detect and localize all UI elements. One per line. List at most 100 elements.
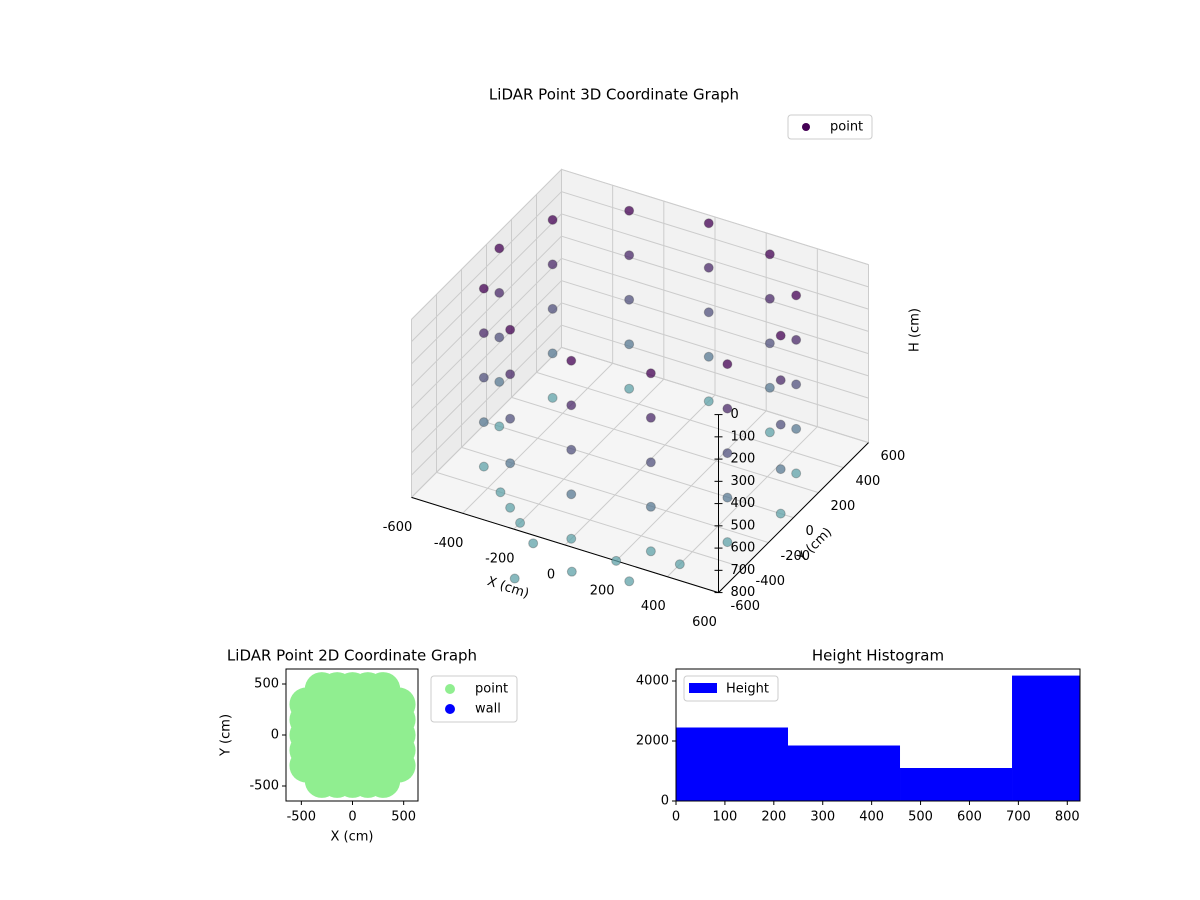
- point: [566, 400, 577, 411]
- x-tick-label: 700: [1006, 810, 1031, 825]
- point: [645, 501, 656, 512]
- y-tick-label: -200: [781, 549, 811, 564]
- x-axis-label: X (cm): [331, 830, 374, 845]
- point: [566, 533, 577, 544]
- point: [645, 546, 656, 557]
- point: [722, 403, 733, 414]
- y-tick-label: 0: [806, 524, 814, 539]
- y-tick-label: 2000: [636, 734, 669, 749]
- point: [478, 328, 489, 339]
- legend-label: point: [475, 682, 508, 697]
- z-tick-label: 0: [731, 407, 739, 422]
- grid-line: [411, 346, 869, 498]
- legend-marker: [802, 123, 810, 131]
- x-tick-label: -500: [287, 810, 317, 825]
- point: [703, 307, 714, 318]
- point: [495, 487, 506, 498]
- z-tick-label: 400: [731, 496, 756, 511]
- y-tick-label: 4000: [636, 674, 669, 689]
- point: [566, 489, 577, 500]
- grid-line: [411, 257, 869, 409]
- point: [547, 214, 558, 225]
- point: [645, 412, 656, 423]
- point: [515, 517, 526, 528]
- legend-box: [683, 675, 779, 702]
- point: [645, 457, 656, 468]
- point: [611, 555, 622, 566]
- chart-title: Height Histogram: [812, 647, 944, 665]
- point: [624, 250, 635, 261]
- point: [381, 687, 416, 722]
- point: [547, 348, 558, 359]
- axis-line: [411, 496, 719, 594]
- x-tick-label: 600: [957, 810, 982, 825]
- point: [791, 423, 802, 434]
- bar: [788, 745, 901, 801]
- point: [674, 559, 685, 570]
- point: [775, 330, 786, 341]
- point: [505, 413, 516, 424]
- x-tick-label: -400: [434, 536, 464, 551]
- y-tick-label: -400: [756, 574, 786, 589]
- z-tick-label: 700: [731, 563, 756, 578]
- legend-box: [787, 114, 873, 140]
- point: [764, 338, 775, 349]
- legend-box: [430, 675, 518, 723]
- point: [494, 243, 505, 254]
- x-tick-label: 0: [672, 810, 680, 825]
- plot-area: [676, 675, 1080, 801]
- point: [624, 339, 635, 350]
- y-tick-label: -500: [249, 779, 279, 794]
- point: [494, 287, 505, 298]
- point: [764, 293, 775, 304]
- x-tick-label: 400: [641, 599, 666, 614]
- legend-label: Height: [726, 682, 769, 697]
- point: [494, 332, 505, 343]
- point: [547, 259, 558, 270]
- point: [722, 359, 733, 370]
- point: [722, 448, 733, 459]
- grid-line: [411, 302, 869, 454]
- x-tick-label: -200: [485, 552, 515, 567]
- x-tick-label: 0: [547, 568, 555, 583]
- point: [505, 324, 516, 335]
- point: [624, 205, 635, 216]
- plot-area: [289, 672, 416, 798]
- point: [775, 375, 786, 386]
- z-axis-label: H (cm): [908, 308, 923, 352]
- x-tick-label: 600: [692, 615, 717, 630]
- y-tick-label: -600: [731, 599, 761, 614]
- point: [566, 566, 577, 577]
- point: [624, 294, 635, 305]
- x-tick-label: 400: [859, 810, 884, 825]
- point: [722, 492, 733, 503]
- z-tick-label: 500: [731, 518, 756, 533]
- y-tick-label: 0: [271, 728, 279, 743]
- y-tick-label: 0: [661, 794, 669, 809]
- point: [624, 576, 635, 587]
- x-tick-label: 0: [348, 810, 356, 825]
- point: [791, 334, 802, 345]
- legend-marker: [445, 684, 455, 694]
- point: [566, 444, 577, 455]
- point: [791, 290, 802, 301]
- point: [791, 379, 802, 390]
- point: [791, 468, 802, 479]
- legend-label: wall: [475, 702, 501, 717]
- bar: [1012, 675, 1080, 801]
- x-tick-label: 100: [712, 810, 737, 825]
- grid-line: [411, 168, 869, 320]
- point: [494, 376, 505, 387]
- legend-marker: [445, 704, 455, 714]
- x-tick-label: 800: [1055, 810, 1080, 825]
- point: [547, 392, 558, 403]
- chart-title: LiDAR Point 3D Coordinate Graph: [489, 86, 739, 104]
- point: [509, 573, 520, 584]
- legend-label: point: [830, 120, 863, 135]
- z-tick-label: 600: [731, 541, 756, 556]
- point: [703, 396, 714, 407]
- x-tick-label: 200: [761, 810, 786, 825]
- point: [775, 464, 786, 475]
- point: [703, 262, 714, 273]
